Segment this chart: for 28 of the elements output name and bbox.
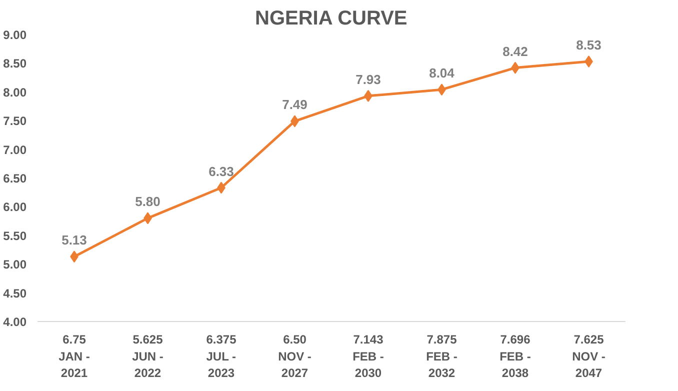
x-tick-label: 6.50 NOV - 2027 [278,332,312,380]
y-tick-label: 5.50 [3,228,27,243]
y-tick-label: 6.00 [3,200,27,214]
text: 7.93 [356,72,381,87]
x-tick-label: 5.625 JUN - 2022 [132,332,164,380]
y-tick-label: 6.50 [3,172,27,186]
text: 5.13 [62,232,87,248]
y-tick-label: 7.00 [3,142,27,157]
text: 8.04 [429,66,454,81]
y-tick-label: 8.00 [3,85,27,100]
x-tick-label: 7.875 FEB - 2032 [426,332,458,380]
text: 5.80 [135,194,160,210]
y-tick-label: 9.00 [3,28,27,42]
x-tick-label: 7.696 FEB - 2038 [500,332,531,380]
text: 7.49 [282,97,308,112]
y-tick-label: 5.00 [3,258,27,272]
y-tick-label: 4.50 [3,286,27,300]
x-tick-label: 7.143 FEB - 2030 [352,332,384,380]
text: 6.33 [208,164,234,179]
y-tick-label: 7.50 [3,114,27,128]
x-tick-label: 6.75 JAN - 2021 [58,332,90,380]
x-tick-label: 6.375 JUL - 2023 [206,332,237,380]
text: 8.53 [576,37,602,52]
y-tick-label: 8.50 [3,56,27,71]
chart-title: NGERIA CURVE [255,8,408,30]
x-tick-label: 7.625 NOV - 2047 [572,332,606,380]
text: 8.42 [502,44,528,59]
y-tick-label: 4.00 [3,315,27,329]
